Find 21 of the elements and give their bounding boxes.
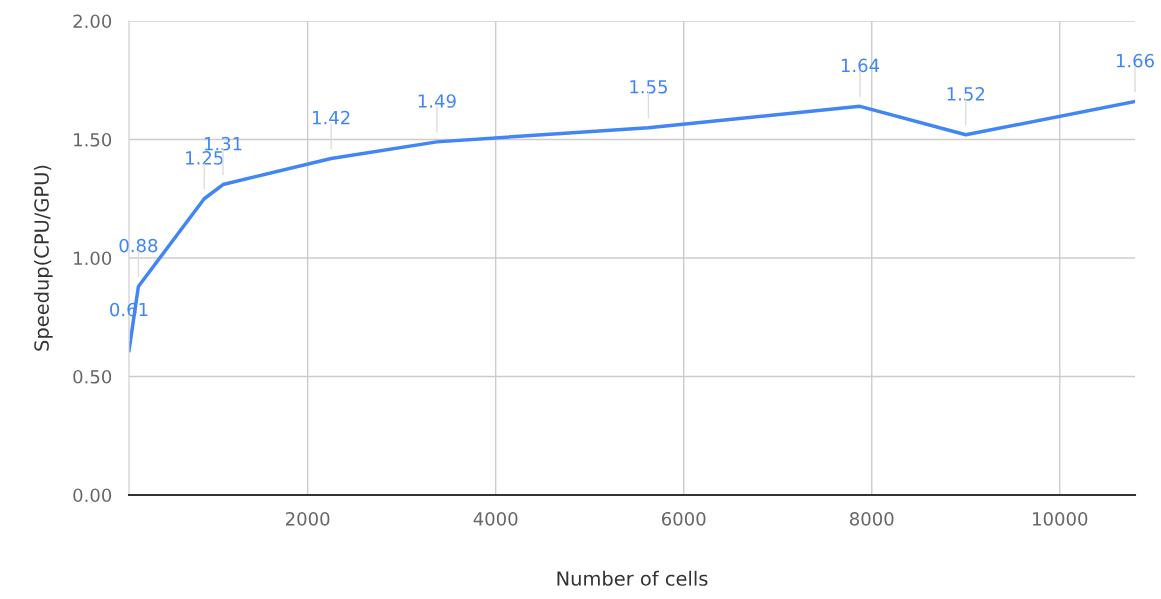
data-label: 0.88	[119, 238, 158, 253]
data-label: 1.31	[204, 136, 242, 151]
y-tick-label: 1.50	[74, 132, 112, 147]
x-axis-title: Number of cells	[557, 570, 708, 586]
data-label: 1.55	[630, 80, 667, 94]
y-tick-label: 1.00	[74, 251, 112, 266]
y-tick-label: 2.00	[73, 14, 112, 29]
x-tick-label: 2000	[285, 511, 330, 526]
x-tick-label: 6000	[662, 511, 706, 526]
x-tick-label: 8000	[850, 511, 894, 526]
y-tick-label: 0.00	[73, 488, 112, 503]
x-tick-label: 10000	[1033, 511, 1088, 526]
x-tick-label: 4000	[473, 511, 518, 526]
data-label: 1.52	[947, 87, 985, 101]
y-axis-title: Speedup(CPU/GPU)	[33, 165, 53, 351]
data-label: 1.64	[841, 58, 880, 73]
data-label: 1.42	[313, 110, 350, 125]
y-tick-label: 0.50	[73, 369, 112, 384]
data-label: 1.66	[1116, 53, 1154, 68]
data-label: 1.25	[186, 151, 223, 165]
data-label: 1.49	[418, 94, 456, 108]
